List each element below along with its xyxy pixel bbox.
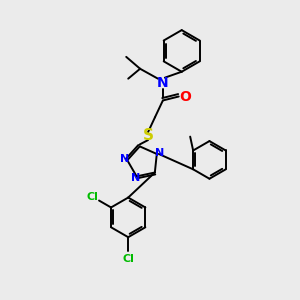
Text: N: N bbox=[120, 154, 129, 164]
Text: Cl: Cl bbox=[86, 192, 98, 202]
Text: Cl: Cl bbox=[122, 254, 134, 264]
Text: N: N bbox=[157, 76, 169, 90]
Text: N: N bbox=[155, 148, 164, 158]
Text: S: S bbox=[142, 128, 154, 142]
Text: N: N bbox=[131, 173, 140, 183]
Text: O: O bbox=[180, 89, 192, 103]
